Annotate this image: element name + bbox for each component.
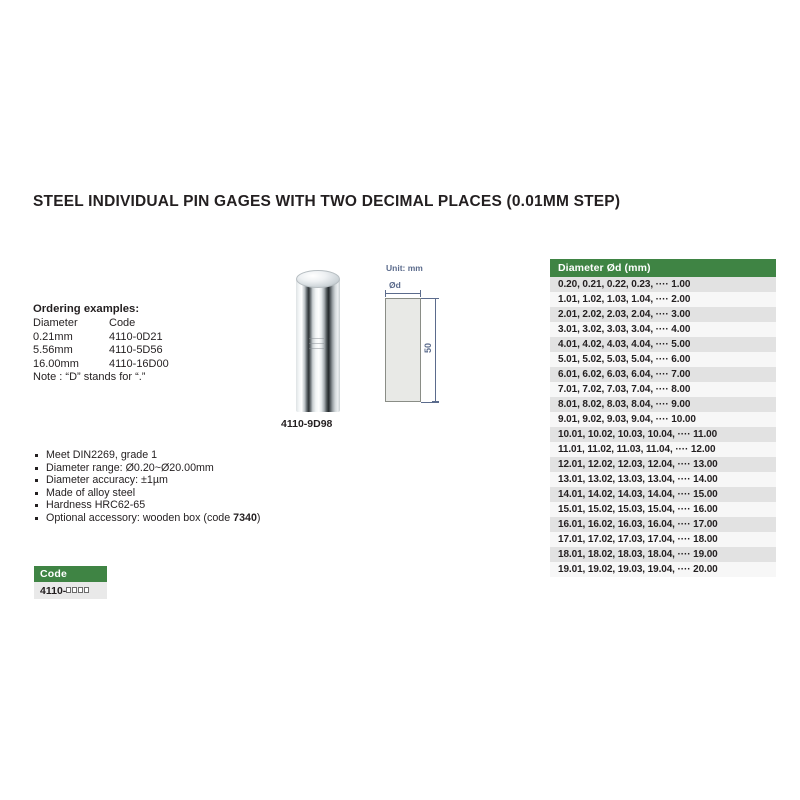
- code-placeholder-box: [84, 587, 90, 593]
- ordering-row: 5.56mm 4110-5D56: [33, 344, 169, 357]
- table-row: 12.01, 12.02, 12.03, 12.04, ···· 13.00: [550, 457, 776, 472]
- pin-gage-cylinder-body: [296, 279, 340, 412]
- diameter-range-cell: 1.01, 1.02, 1.03, 1.04, ···· 2.00: [550, 292, 776, 307]
- ordering-examples-block: Ordering examples: Diameter Code 0.21mm …: [33, 303, 169, 384]
- diameter-range-cell: 6.01, 6.02, 6.03, 6.04, ···· 7.00: [550, 367, 776, 382]
- diameter-range-cell: 18.01, 18.02, 18.03, 18.04, ···· 19.00: [550, 547, 776, 562]
- table-row: 8.01, 8.02, 8.03, 8.04, ···· 9.00: [550, 397, 776, 412]
- table-row: 15.01, 15.02, 15.03, 15.04, ···· 16.00: [550, 502, 776, 517]
- diameter-range-cell: 0.20, 0.21, 0.22, 0.23, ···· 1.00: [550, 277, 776, 292]
- list-item: Meet DIN2269, grade 1: [34, 449, 260, 462]
- drawing-pin-outline: [385, 298, 421, 402]
- table-row: 18.01, 18.02, 18.03, 18.04, ···· 19.00: [550, 547, 776, 562]
- list-item-optional-accessory: Optional accessory: wooden box (code 734…: [34, 512, 260, 525]
- diameter-table: Diameter Ød (mm) 0.20, 0.21, 0.22, 0.23,…: [550, 259, 776, 577]
- ordering-col-code-header: Code: [109, 317, 136, 330]
- drawing-extension-line-top: [421, 298, 439, 299]
- diameter-range-cell: 14.01, 14.02, 14.03, 14.04, ···· 15.00: [550, 487, 776, 502]
- ordering-code-value: 4110-0D21: [109, 330, 163, 343]
- ordering-code-value: 4110-16D00: [109, 357, 169, 370]
- ordering-diameter-value: 16.00mm: [33, 357, 79, 370]
- table-row: 16.01, 16.02, 16.03, 16.04, ···· 17.00: [550, 517, 776, 532]
- diameter-table-header-cell: Diameter Ød (mm): [550, 259, 776, 277]
- drawing-length-label: 50: [423, 342, 434, 354]
- pin-gage-photo: [296, 270, 340, 412]
- ordering-examples-table: Diameter Code 0.21mm 4110-0D21 5.56mm 41…: [33, 317, 169, 371]
- pin-gage-top-face: [296, 270, 340, 288]
- list-item: Diameter accuracy: ±1µm: [34, 474, 260, 487]
- code-legend-box: Code 4110-: [34, 566, 107, 599]
- drawing-length-dimension-line: [432, 298, 439, 402]
- ordering-col-diameter-header: Diameter: [33, 317, 78, 330]
- drawing-extension-line-bottom: [421, 402, 439, 403]
- ordering-header-row: Diameter Code: [33, 317, 169, 330]
- table-row: 4.01, 4.02, 4.03, 4.04, ···· 5.00: [550, 337, 776, 352]
- table-row: 19.01, 19.02, 19.03, 19.04, ···· 20.00: [550, 562, 776, 577]
- diameter-range-cell: 10.01, 10.02, 10.03, 10.04, ···· 11.00: [550, 427, 776, 442]
- diameter-range-cell: 4.01, 4.02, 4.03, 4.04, ···· 5.00: [550, 337, 776, 352]
- diameter-range-cell: 15.01, 15.02, 15.03, 15.04, ···· 16.00: [550, 502, 776, 517]
- code-placeholder-box: [72, 587, 78, 593]
- table-row: 0.20, 0.21, 0.22, 0.23, ···· 1.00: [550, 277, 776, 292]
- diameter-range-cell: 3.01, 3.02, 3.03, 3.04, ···· 4.00: [550, 322, 776, 337]
- diameter-range-cell: 16.01, 16.02, 16.03, 16.04, ···· 17.00: [550, 517, 776, 532]
- drawing-diameter-label: Ød: [389, 280, 401, 290]
- pin-gage-engraving-marks: [309, 338, 324, 356]
- drawing-unit-label: Unit: mm: [386, 263, 423, 273]
- list-item: Diameter range: Ø0.20~Ø20.00mm: [34, 462, 260, 475]
- table-row: 9.01, 9.02, 9.03, 9.04, ···· 10.00: [550, 412, 776, 427]
- diameter-range-cell: 12.01, 12.02, 12.03, 12.04, ···· 13.00: [550, 457, 776, 472]
- table-row: 17.01, 17.02, 17.03, 17.04, ···· 18.00: [550, 532, 776, 547]
- ordering-code-value: 4110-5D56: [109, 344, 163, 357]
- table-row: 6.01, 6.02, 6.03, 6.04, ···· 7.00: [550, 367, 776, 382]
- diameter-range-cell: 2.01, 2.02, 2.03, 2.04, ···· 3.00: [550, 307, 776, 322]
- ordering-examples-heading: Ordering examples:: [33, 303, 140, 315]
- list-item: Hardness HRC62-65: [34, 499, 260, 512]
- product-photo-caption: 4110-9D98: [281, 418, 333, 430]
- diameter-range-cell: 8.01, 8.02, 8.03, 8.04, ···· 9.00: [550, 397, 776, 412]
- diameter-table-body: 0.20, 0.21, 0.22, 0.23, ···· 1.00 1.01, 1…: [550, 277, 776, 577]
- diameter-table-header-row: Diameter Ød (mm): [550, 259, 776, 277]
- optional-accessory-prefix: Optional accessory: wooden box (code: [46, 511, 234, 524]
- diameter-range-cell: 11.01, 11.02, 11.03, 11.04, ···· 12.00: [550, 442, 776, 457]
- code-legend-value: 4110-: [34, 582, 107, 599]
- diameter-range-cell: 7.01, 7.02, 7.03, 7.04, ···· 8.00: [550, 382, 776, 397]
- ordering-row: 16.00mm 4110-16D00: [33, 358, 169, 371]
- table-row: 11.01, 11.02, 11.03, 11.04, ···· 12.00: [550, 442, 776, 457]
- code-legend-prefix: 4110-: [40, 585, 67, 597]
- table-row: 10.01, 10.02, 10.03, 10.04, ···· 11.00: [550, 427, 776, 442]
- diameter-range-cell: 19.01, 19.02, 19.03, 19.04, ···· 20.00: [550, 562, 776, 577]
- code-placeholder-box: [78, 587, 84, 593]
- ordering-note: Note : “D” stands for “.”: [33, 371, 146, 384]
- list-item: Made of alloy steel: [34, 487, 260, 500]
- diameter-range-cell: 17.01, 17.02, 17.03, 17.04, ···· 18.00: [550, 532, 776, 547]
- code-placeholder-boxes: [66, 584, 90, 596]
- ordering-diameter-value: 5.56mm: [33, 344, 73, 357]
- table-row: 7.01, 7.02, 7.03, 7.04, ···· 8.00: [550, 382, 776, 397]
- diameter-range-cell: 5.01, 5.02, 5.03, 5.04, ···· 6.00: [550, 352, 776, 367]
- table-row: 14.01, 14.02, 14.03, 14.04, ···· 15.00: [550, 487, 776, 502]
- page-title: STEEL INDIVIDUAL PIN GAGES WITH TWO DECI…: [33, 193, 621, 210]
- technical-drawing: Unit: mm Ød 50: [380, 263, 452, 413]
- table-row: 1.01, 1.02, 1.03, 1.04, ···· 2.00: [550, 292, 776, 307]
- drawing-diameter-dimension-line: [385, 290, 421, 297]
- ordering-diameter-value: 0.21mm: [33, 330, 73, 343]
- code-legend-header: Code: [34, 566, 107, 582]
- diameter-range-cell: 13.01, 13.02, 13.03, 13.04, ···· 14.00: [550, 472, 776, 487]
- optional-accessory-code: 7340: [233, 511, 257, 524]
- table-row: 2.01, 2.02, 2.03, 2.04, ···· 3.00: [550, 307, 776, 322]
- diameter-range-cell: 9.01, 9.02, 9.03, 9.04, ···· 10.00: [550, 412, 776, 427]
- ordering-row: 0.21mm 4110-0D21: [33, 331, 169, 344]
- table-row: 3.01, 3.02, 3.03, 3.04, ···· 4.00: [550, 322, 776, 337]
- feature-list: Meet DIN2269, grade 1 Diameter range: Ø0…: [34, 449, 260, 525]
- code-placeholder-box: [66, 587, 72, 593]
- table-row: 13.01, 13.02, 13.03, 13.04, ···· 14.00: [550, 472, 776, 487]
- table-row: 5.01, 5.02, 5.03, 5.04, ···· 6.00: [550, 352, 776, 367]
- optional-accessory-suffix: ): [256, 511, 261, 524]
